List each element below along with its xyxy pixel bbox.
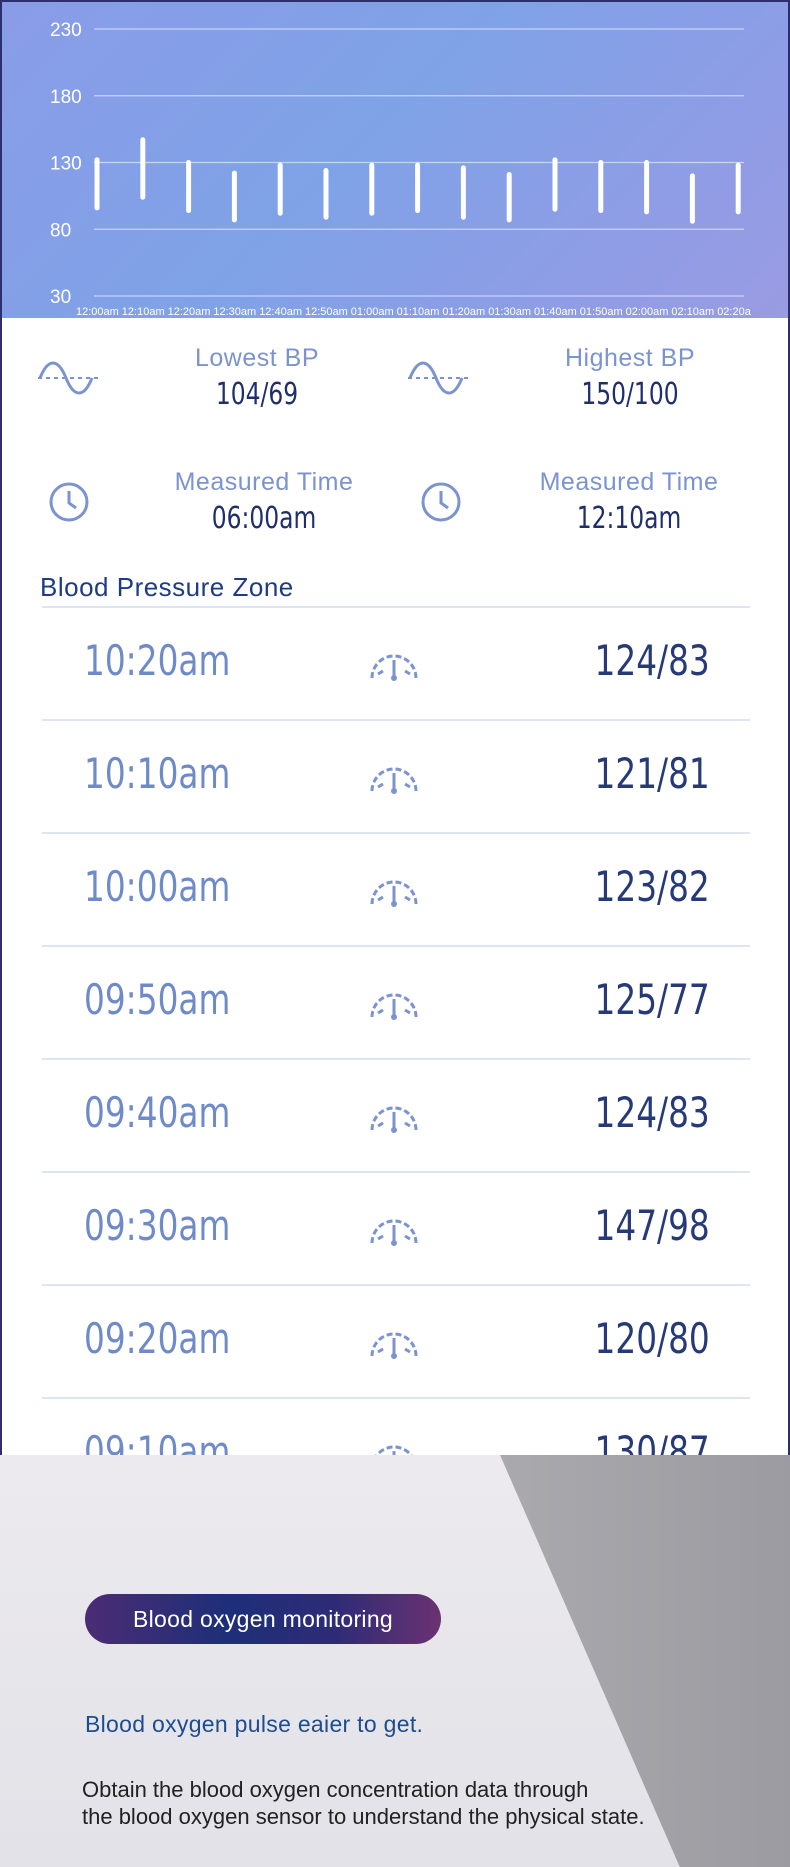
x-tick-label: 01:10am — [397, 306, 440, 318]
record-value: 124/83 — [594, 636, 710, 685]
y-tick-label: 230 — [50, 20, 82, 41]
lowest-time: Measured Time 06:00am — [149, 468, 379, 536]
bp-record-row[interactable]: 09:10am 130/87 — [42, 1397, 750, 1455]
lowest-time-value: 06:00am — [211, 501, 317, 536]
bp-record-row[interactable]: 10:10am 121/81 — [42, 719, 750, 832]
x-tick-label: 12:20am — [168, 306, 211, 318]
x-tick-label: 12:10am — [122, 306, 165, 318]
zone-title: Blood Pressure Zone — [40, 572, 294, 602]
clock-icon — [421, 482, 461, 522]
x-tick-label: 02:20a — [717, 306, 752, 318]
clock-icon — [49, 482, 89, 522]
bp-record-row[interactable]: 10:20am 124/83 — [42, 606, 750, 719]
x-tick-label: 12:30am — [213, 306, 256, 318]
bp-record-row[interactable]: 09:40am 124/83 — [42, 1058, 750, 1171]
bp-chart-svg: 230 180 130 80 30 12:00am 12:10am 12:20am 12:30a… — [50, 20, 752, 318]
gauge-icon — [375, 1445, 413, 1455]
feature-pill: Blood oxygen monitoring — [85, 1594, 441, 1644]
feature-description-line-1: Obtain the blood oxygen concentration da… — [82, 1777, 589, 1802]
highest-bp-value: 150/100 — [581, 377, 679, 412]
feature-headline: Blood oxygen pulse eaier to get. — [85, 1711, 424, 1737]
record-value: 147/98 — [594, 1201, 710, 1250]
lowest-bp-value: 104/69 — [215, 377, 299, 412]
feature-description-line-2: the blood oxygen sensor to understand th… — [82, 1804, 645, 1829]
x-tick-label: 01:00am — [351, 306, 394, 318]
bp-record-row[interactable]: 09:50am 125/77 — [42, 945, 750, 1058]
record-time: 09:20am — [84, 1314, 231, 1363]
feature-description: Obtain the blood oxygen concentration da… — [82, 1776, 722, 1830]
x-tick-label: 02:00am — [626, 306, 669, 318]
x-tick-label: 12:50am — [305, 306, 348, 318]
record-value: 124/83 — [594, 1088, 710, 1137]
lowest-bp-label: Lowest BP — [194, 344, 319, 372]
bp-screen: 230 180 130 80 30 12:00am 12:10am 12:20am 12:30a… — [0, 0, 790, 1455]
wave-icon — [38, 361, 102, 395]
record-value: 130/87 — [594, 1427, 710, 1455]
gauge-icon — [370, 1332, 418, 1359]
gauge-icon — [370, 1219, 418, 1246]
wave-icon — [408, 361, 472, 395]
x-tick-label: 01:40am — [534, 306, 577, 318]
x-tick-label: 01:30am — [488, 306, 531, 318]
lowest-bp: Lowest BP 104/69 — [142, 344, 372, 412]
y-tick-label: 180 — [50, 87, 82, 108]
record-value: 125/77 — [594, 975, 710, 1024]
record-time: 09:10am — [84, 1427, 231, 1455]
gauge-icon — [370, 1106, 418, 1133]
gauge-icon — [370, 880, 418, 907]
gauge-icon — [370, 767, 418, 794]
highest-time: Measured Time 12:10am — [514, 468, 744, 536]
x-tick-label: 01:50am — [580, 306, 623, 318]
y-tick-label: 30 — [50, 287, 71, 308]
highest-bp: Highest BP 150/100 — [515, 344, 745, 412]
y-tick-label: 130 — [50, 154, 82, 175]
record-time: 09:50am — [84, 975, 231, 1024]
gauge-icon — [370, 993, 418, 1020]
record-time: 10:00am — [84, 862, 231, 911]
bp-stats: Lowest BP 104/69 Highest BP 150/100 Meas… — [2, 318, 788, 568]
x-tick-label: 12:00am — [76, 306, 119, 318]
record-value: 121/81 — [594, 749, 710, 798]
feature-section: Blood oxygen monitoring Blood oxygen pul… — [0, 1455, 790, 1867]
highest-bp-label: Highest BP — [564, 344, 696, 372]
gauge-icon — [370, 654, 418, 681]
record-time: 10:10am — [84, 749, 231, 798]
lowest-time-label: Measured Time — [174, 468, 354, 496]
record-time: 10:20am — [84, 636, 231, 685]
bp-record-row[interactable]: 09:30am 147/98 — [42, 1171, 750, 1284]
record-time: 09:40am — [84, 1088, 231, 1137]
bp-record-list: 10:20am 124/83 10:10am 121/81 10:00am 123/82 0… — [42, 606, 750, 1455]
bp-record-row[interactable]: 09:20am 120/80 — [42, 1284, 750, 1397]
highest-time-label: Measured Time — [539, 468, 719, 496]
x-tick-label: 01:20am — [442, 306, 485, 318]
bp-chart: 230 180 130 80 30 12:00am 12:10am 12:20am 12:30a… — [2, 2, 788, 318]
record-time: 09:30am — [84, 1201, 231, 1250]
record-value: 120/80 — [594, 1314, 710, 1363]
x-tick-label: 12:40am — [259, 306, 302, 318]
highest-time-value: 12:10am — [576, 501, 682, 536]
y-tick-label: 80 — [50, 220, 71, 241]
record-value: 123/82 — [594, 862, 710, 911]
x-tick-label: 02:10am — [671, 306, 714, 318]
bp-record-row[interactable]: 10:00am 123/82 — [42, 832, 750, 945]
